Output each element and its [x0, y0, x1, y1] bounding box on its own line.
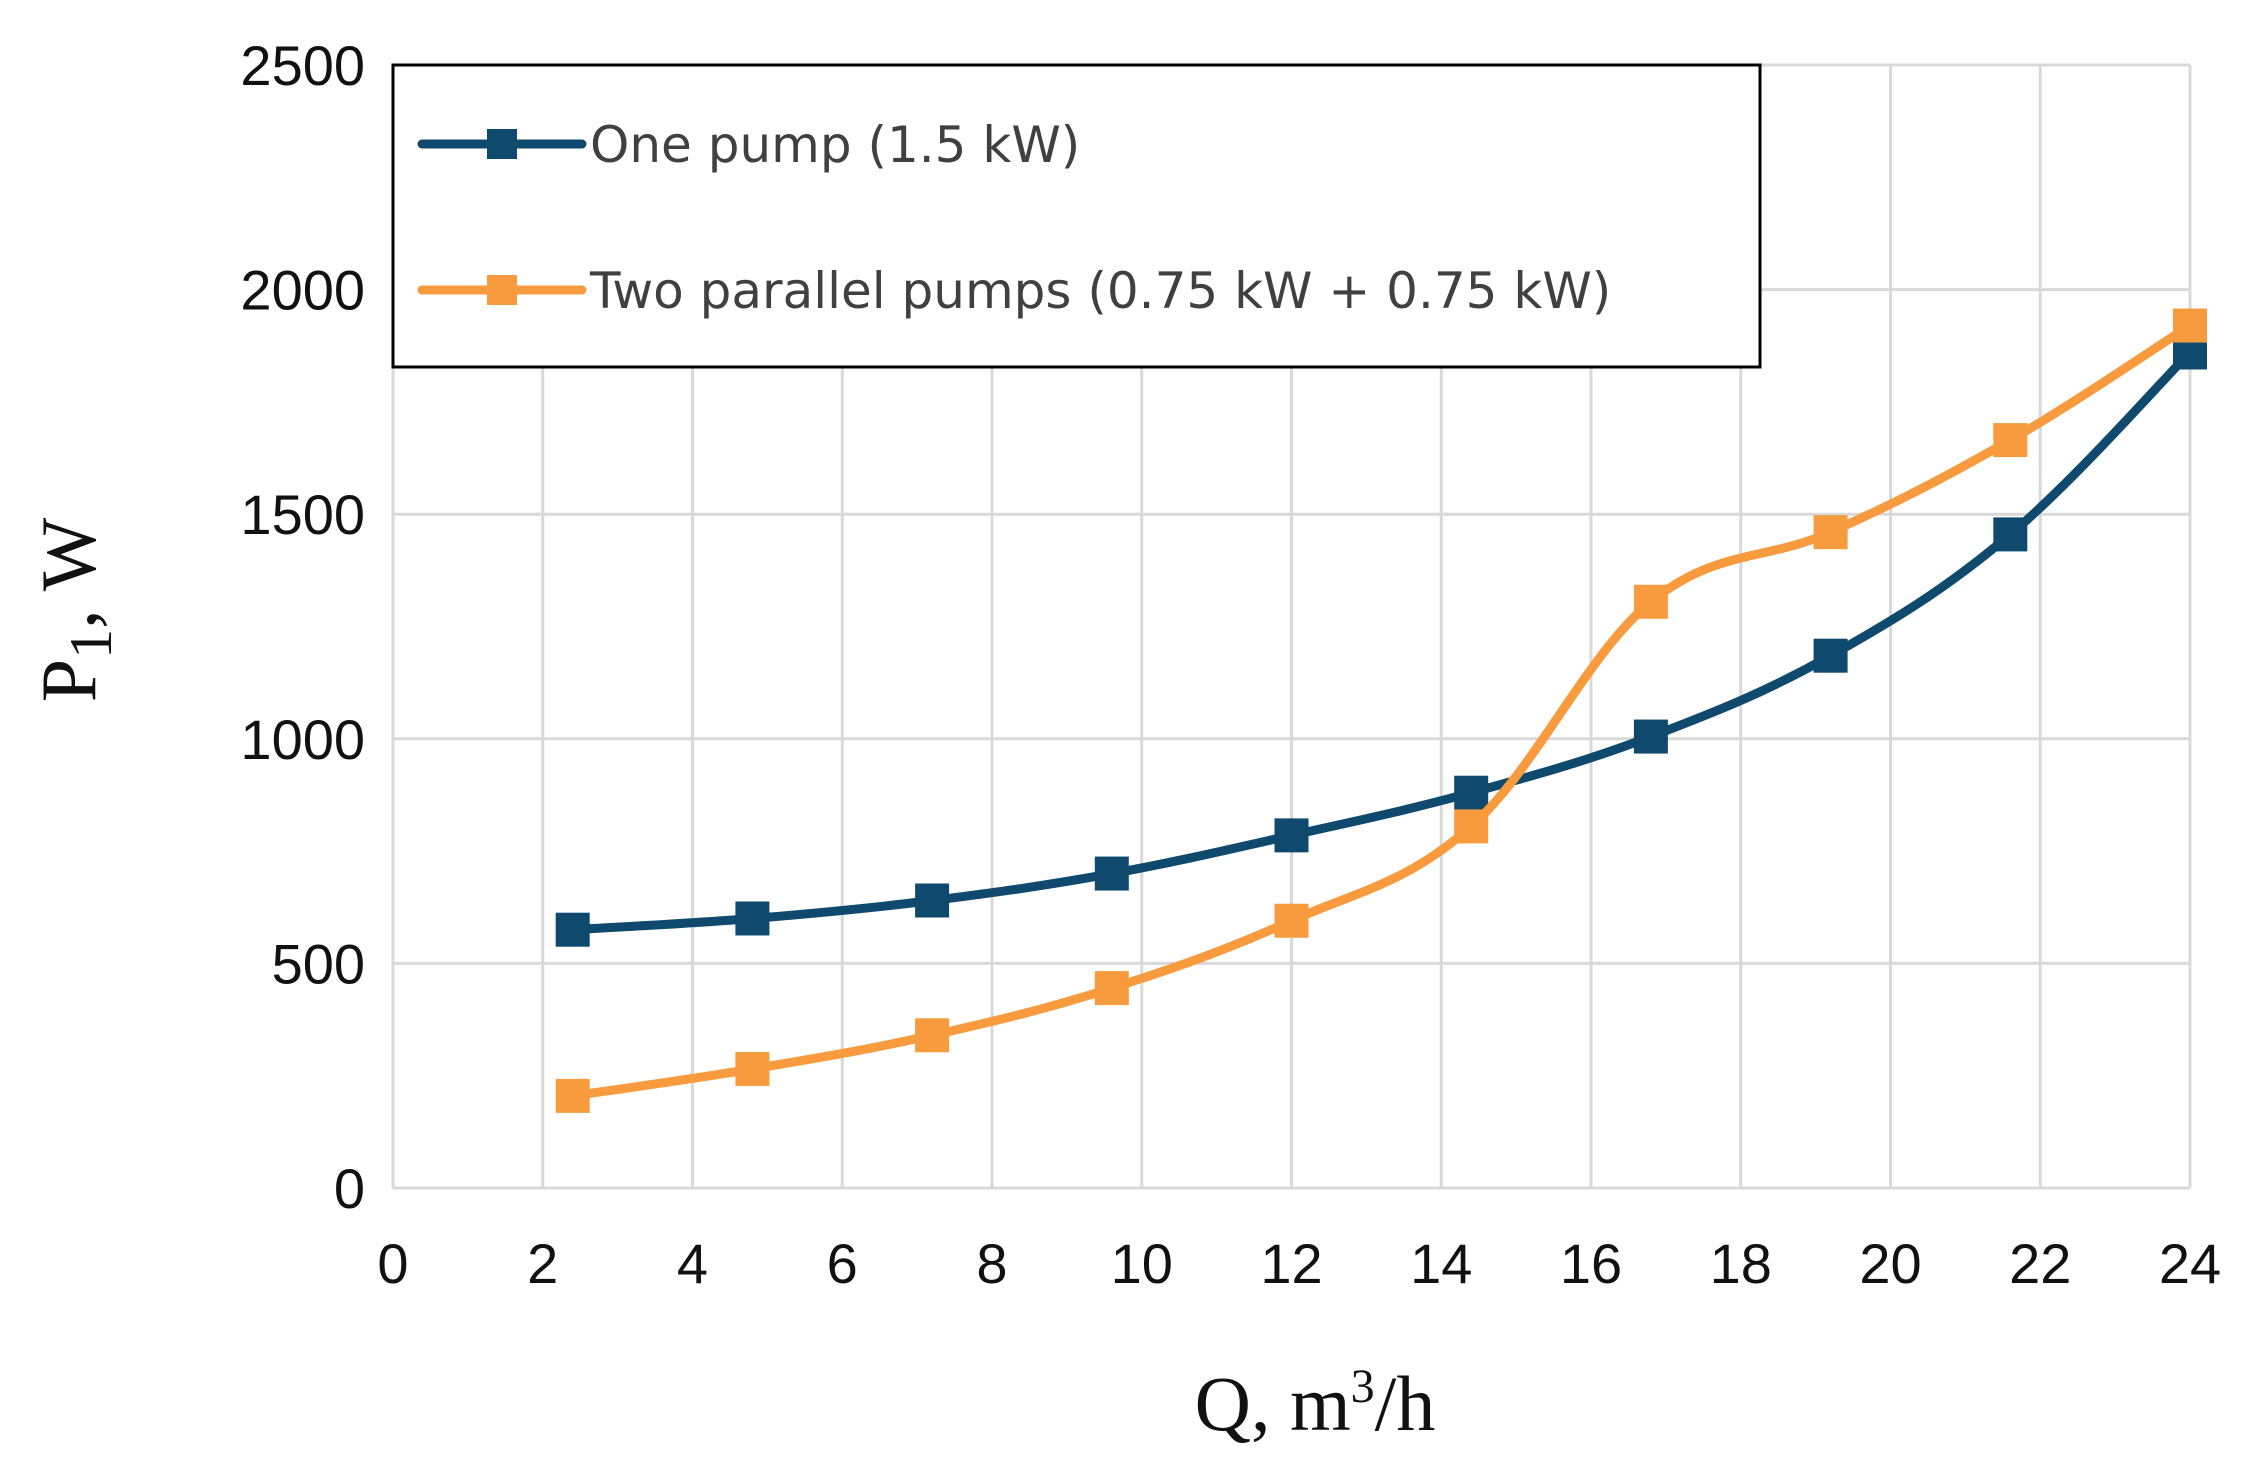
series-one-pump: [555, 335, 2207, 947]
legend-label-two-pumps: Two parallel pumps (0.75 kW + 0.75 kW): [589, 262, 1611, 320]
legend-marker-two-pumps: [487, 275, 517, 305]
x-tick-label: 0: [377, 1232, 408, 1295]
legend-label-one-pump: One pump (1.5 kW): [590, 116, 1080, 174]
y-tick-label: 2500: [240, 34, 365, 97]
series-line: [568, 347, 2195, 935]
x-tick-label: 8: [976, 1232, 1007, 1295]
series-layer: [555, 308, 2207, 1113]
x-tick-label: 16: [1560, 1232, 1622, 1295]
data-point-marker: [1094, 971, 1129, 1006]
x-tick-label: 12: [1260, 1232, 1322, 1295]
data-point-marker: [1633, 719, 1668, 754]
data-point-marker: [1993, 517, 2028, 552]
data-point-marker: [915, 1018, 950, 1053]
x-tick-label: 10: [1111, 1232, 1173, 1295]
data-point-marker: [1094, 856, 1129, 891]
y-tick-label: 500: [272, 932, 365, 995]
legend: One pump (1.5 kW) Two parallel pumps (0.…: [391, 63, 1762, 369]
legend-box: [391, 63, 1762, 369]
data-point-marker: [1633, 584, 1668, 619]
y-tick-label: 1000: [240, 708, 365, 771]
data-point-marker: [1454, 809, 1489, 844]
x-tick-label: 6: [827, 1232, 858, 1295]
data-point-marker: [555, 912, 590, 947]
data-point-marker: [1274, 818, 1309, 853]
x-tick-label: 14: [1410, 1232, 1472, 1295]
y-tick-label: 2000: [240, 259, 365, 322]
data-point-marker: [915, 883, 950, 918]
y-tick-label: 0: [334, 1157, 365, 1220]
data-point-marker: [1454, 775, 1489, 810]
data-point-marker: [1813, 638, 1848, 673]
axes: 0 2 4 6 8 10 12 14 16 18 20 22 240500100015002000250…: [240, 34, 2221, 1295]
y-tick-label: 1500: [240, 483, 365, 546]
legend-marker-one-pump: [487, 129, 517, 159]
data-point-marker: [1993, 423, 2028, 458]
x-tick-label: 2: [527, 1232, 558, 1295]
x-tick-label: 24: [2159, 1232, 2221, 1295]
data-point-marker: [2173, 308, 2207, 343]
series-line: [568, 321, 2195, 1101]
data-point-marker: [1813, 515, 1848, 550]
x-tick-label: 4: [677, 1232, 708, 1295]
data-point-marker: [735, 1051, 770, 1086]
x-axis-title: Q, m3/h: [1195, 1360, 1436, 1447]
data-point-marker: [555, 1078, 590, 1113]
data-point-marker: [735, 901, 770, 936]
data-point-marker: [1274, 903, 1309, 938]
y-axis-title: P1, W: [25, 517, 124, 702]
series-two-parallel-pumps: [555, 308, 2207, 1113]
x-tick-label: 18: [1710, 1232, 1772, 1295]
x-tick-label: 20: [1859, 1232, 1921, 1295]
x-tick-label: 22: [2009, 1232, 2071, 1295]
